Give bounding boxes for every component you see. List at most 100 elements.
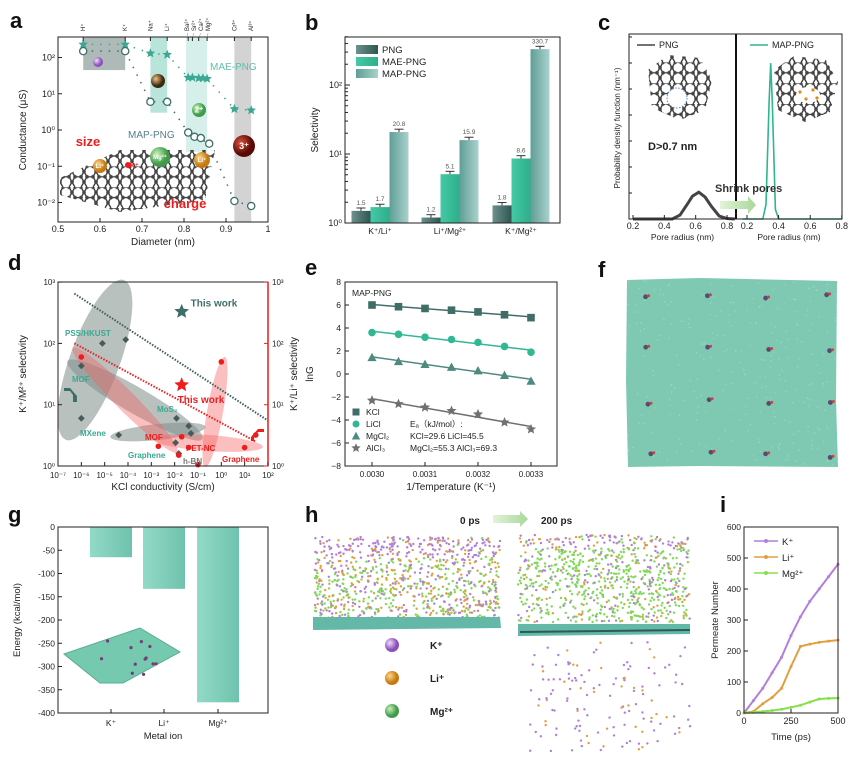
li-ion-particle bbox=[687, 592, 691, 596]
mg-ion-particle bbox=[629, 611, 632, 614]
x-axis-label: Time (ps) bbox=[771, 732, 811, 743]
legend-label: KCl bbox=[366, 407, 380, 417]
surface-texture bbox=[708, 343, 710, 346]
mg-ion-particle bbox=[616, 605, 620, 608]
k-ion-particle bbox=[442, 558, 445, 562]
mg-ion-particle bbox=[588, 618, 591, 621]
li-ion-particle bbox=[654, 556, 658, 559]
surface-texture bbox=[641, 294, 643, 296]
mg-ion-particle bbox=[579, 558, 582, 562]
k-ion-particle bbox=[448, 603, 451, 606]
mg-ion-particle bbox=[536, 557, 539, 560]
k-ion-particle bbox=[333, 567, 337, 570]
permeated-ion-particle bbox=[650, 720, 653, 723]
surface-texture bbox=[628, 280, 630, 282]
k-ion-particle bbox=[677, 585, 680, 588]
mg-ion-particle bbox=[571, 581, 574, 584]
surface-texture bbox=[722, 351, 725, 353]
li-ion-particle bbox=[644, 544, 647, 547]
mg-ion-particle bbox=[599, 591, 602, 595]
star-point bbox=[525, 423, 537, 434]
mg-ion-particle bbox=[376, 610, 380, 613]
k-ion-particle bbox=[468, 592, 472, 596]
x-tick-label: 0.0032 bbox=[466, 470, 491, 479]
mg-ion-particle bbox=[662, 587, 666, 590]
k-ion-particle bbox=[357, 615, 360, 618]
k-ion-particle bbox=[405, 546, 409, 549]
mg-ion-particle bbox=[447, 595, 450, 598]
surface-texture bbox=[807, 426, 809, 428]
k-ion-particle bbox=[541, 548, 544, 551]
li-ion-particle bbox=[494, 551, 498, 554]
right-data-point bbox=[175, 452, 182, 459]
mg-ion-particle bbox=[569, 574, 572, 577]
mg-ion-particle bbox=[625, 586, 629, 589]
x-tick-label: 1 bbox=[265, 224, 270, 234]
surface-texture bbox=[793, 281, 795, 283]
y-tick-label: −8 bbox=[331, 461, 341, 471]
surface-texture bbox=[722, 389, 724, 391]
surface-texture bbox=[670, 383, 672, 386]
mg-ion-particle bbox=[440, 568, 443, 571]
legend-label: PNG bbox=[382, 45, 403, 56]
surface-texture bbox=[778, 442, 781, 444]
li-ion-particle bbox=[551, 612, 555, 615]
k-ion-particle bbox=[441, 537, 445, 540]
permeated-ion-particle bbox=[531, 663, 535, 666]
surface-texture bbox=[789, 421, 791, 423]
literature-label: h-BN bbox=[183, 457, 202, 466]
mg-ion-particle bbox=[672, 611, 676, 614]
mg-ion-particle bbox=[648, 592, 651, 596]
mg-ion-particle bbox=[450, 556, 454, 560]
k-ion-particle bbox=[448, 550, 451, 553]
permeated-ion-particle bbox=[622, 677, 625, 680]
mg-ion-particle bbox=[572, 605, 575, 608]
grey-region-ellipse bbox=[110, 422, 206, 442]
mg-ion-particle bbox=[671, 557, 675, 560]
surface-texture bbox=[778, 443, 781, 446]
mg-ion-particle bbox=[633, 536, 636, 540]
mg-ion-particle bbox=[572, 553, 576, 557]
mg-ion-particle bbox=[529, 584, 532, 587]
mg-ion-particle bbox=[379, 562, 383, 566]
x-tick-label: 0.7 bbox=[136, 224, 149, 234]
mg-ion-particle bbox=[668, 620, 671, 623]
mg-ion-particle bbox=[490, 558, 494, 561]
k-ion-particle bbox=[335, 584, 339, 587]
k-ion-particle bbox=[470, 538, 474, 541]
mg-ion-particle bbox=[398, 613, 402, 616]
mg-ion-particle bbox=[371, 566, 374, 569]
surface-texture bbox=[695, 419, 698, 421]
mg-ion-particle bbox=[540, 598, 544, 602]
surface-texture bbox=[731, 324, 733, 327]
pore-atom bbox=[141, 672, 146, 676]
mg-ion-particle bbox=[590, 596, 593, 599]
mg-ion-particle bbox=[558, 579, 562, 582]
mg-ion-particle bbox=[650, 607, 653, 611]
li-ion-particle bbox=[670, 619, 673, 622]
k-ion-particle bbox=[359, 556, 363, 559]
li-ion-particle bbox=[677, 598, 680, 601]
li-ion-particle bbox=[498, 548, 501, 552]
li-ion-particle bbox=[582, 581, 586, 584]
energy-bar bbox=[197, 527, 239, 703]
circle-point bbox=[527, 348, 535, 356]
li-ion-particle bbox=[351, 604, 354, 608]
mg-ion-particle bbox=[384, 588, 387, 591]
li-ion-particle bbox=[401, 573, 404, 577]
k-ion-particle bbox=[385, 546, 389, 549]
li-ion-particle bbox=[649, 539, 652, 543]
k-ion-particle bbox=[459, 598, 462, 601]
mg-ion-particle bbox=[588, 572, 591, 576]
k-ion-particle bbox=[407, 536, 410, 539]
li-ion-particle bbox=[385, 576, 388, 580]
mg-ion-particle bbox=[344, 590, 347, 593]
k-ion-particle bbox=[680, 541, 683, 544]
surface-texture bbox=[745, 413, 747, 415]
mg-ion-particle bbox=[665, 616, 668, 620]
mg-ion-particle bbox=[648, 578, 651, 582]
surface-texture bbox=[643, 279, 645, 281]
permeated-ion-particle bbox=[627, 704, 630, 707]
surface-texture bbox=[753, 455, 755, 457]
li-ion-particle bbox=[652, 606, 655, 609]
